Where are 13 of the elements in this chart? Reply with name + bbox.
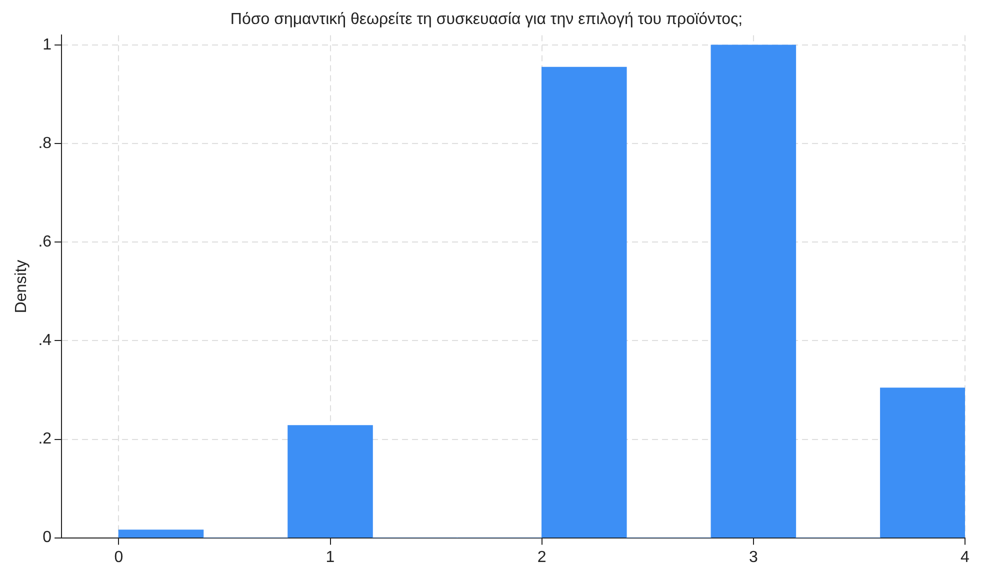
y-tick-label: .2 [38, 430, 52, 448]
y-tick-label: 1 [42, 36, 52, 54]
x-tick-label: 0 [114, 548, 124, 566]
y-tick-label: .4 [38, 332, 52, 350]
y-tick-label: .8 [38, 135, 52, 152]
y-tick-label: .6 [38, 234, 52, 251]
x-tick-label: 3 [748, 548, 758, 566]
x-tick-label: 1 [326, 548, 335, 566]
x-tick-label: 4 [960, 548, 970, 566]
y-tick-label: 0 [42, 529, 52, 546]
y-axis-title: Density [13, 260, 30, 314]
x-tick-label: 2 [537, 548, 546, 566]
chart-title: Πόσο σημαντική θεωρείτε τη συσκευασία για την επιλογή του προϊόντος; [230, 11, 743, 28]
